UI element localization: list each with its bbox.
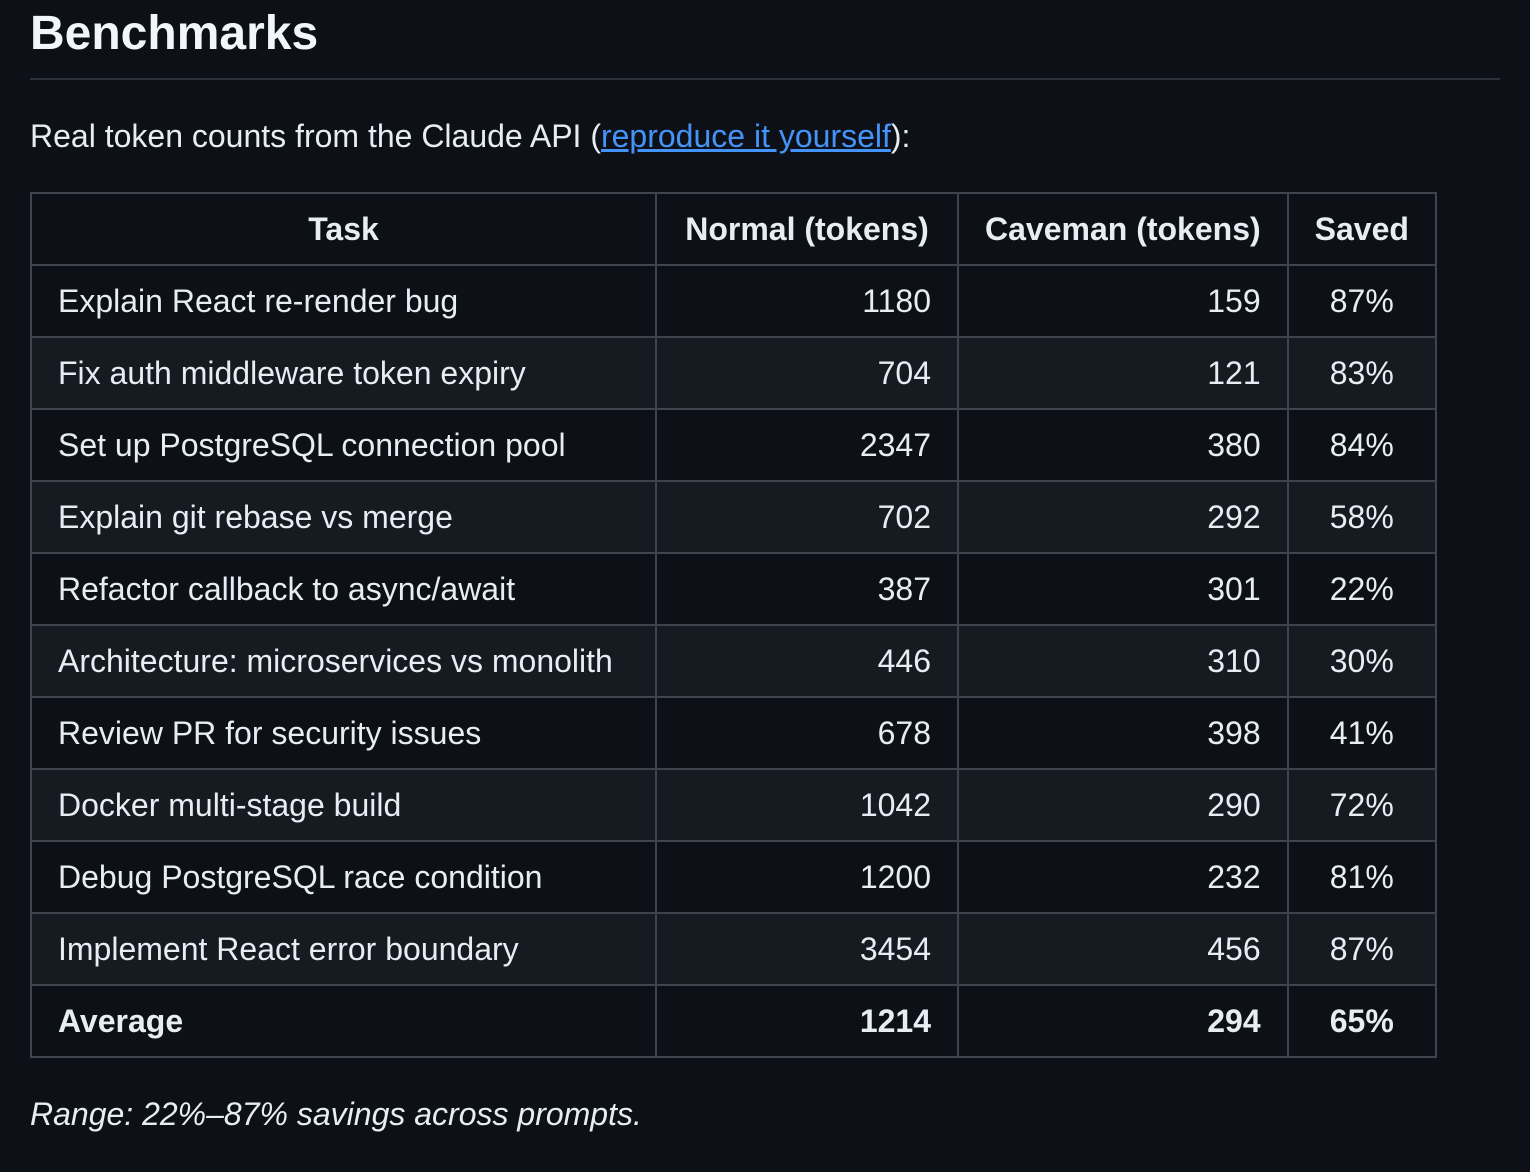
caveman-tokens-cell: 456 — [957, 912, 1289, 986]
normal-tokens-cell: 1200 — [655, 840, 959, 914]
table-row: Explain git rebase vs merge 702 292 58% — [30, 480, 1437, 554]
table-row: Review PR for security issues 678 398 41% — [30, 696, 1437, 770]
saved-cell: 87% — [1286, 912, 1437, 986]
table-row-average: Average 1214 294 65% — [30, 984, 1437, 1058]
saved-cell: 30% — [1286, 624, 1437, 698]
table-row: Fix auth middleware token expiry 704 121 83… — [30, 336, 1437, 410]
column-header-caveman-tokens: Caveman (tokens) — [957, 192, 1289, 266]
caveman-tokens-cell: 294 — [957, 984, 1289, 1058]
table-row: Architecture: microservices vs monolith 4… — [30, 624, 1437, 698]
caveman-tokens-cell: 292 — [957, 480, 1289, 554]
table-row: Refactor callback to async/await 387 301 22… — [30, 552, 1437, 626]
task-cell: Review PR for security issues — [30, 696, 657, 770]
task-cell: Architecture: microservices vs monolith — [30, 624, 657, 698]
column-header-normal-tokens: Normal (tokens) — [655, 192, 959, 266]
normal-tokens-cell: 1180 — [655, 264, 959, 338]
table-header-row: Task Normal (tokens) Caveman (tokens) Saved — [30, 192, 1437, 266]
column-header-task: Task — [30, 192, 657, 266]
caveman-tokens-cell: 232 — [957, 840, 1289, 914]
task-cell: Debug PostgreSQL race condition — [30, 840, 657, 914]
saved-cell: 58% — [1286, 480, 1437, 554]
caveman-tokens-cell: 301 — [957, 552, 1289, 626]
task-cell: Refactor callback to async/await — [30, 552, 657, 626]
range-note: Range: 22%–87% savings across prompts. — [30, 1096, 642, 1132]
normal-tokens-cell: 1042 — [655, 768, 959, 842]
intro-text-prefix: Real token counts from the Claude API ( — [30, 118, 601, 154]
column-header-saved: Saved — [1286, 192, 1437, 266]
normal-tokens-cell: 704 — [655, 336, 959, 410]
intro-paragraph: Real token counts from the Claude API (r… — [30, 112, 1500, 160]
saved-cell: 41% — [1286, 696, 1437, 770]
normal-tokens-cell: 678 — [655, 696, 959, 770]
task-cell: Explain git rebase vs merge — [30, 480, 657, 554]
table-row: Explain React re-render bug 1180 159 87% — [30, 264, 1437, 338]
task-cell: Set up PostgreSQL connection pool — [30, 408, 657, 482]
table-row: Set up PostgreSQL connection pool 2347 380… — [30, 408, 1437, 482]
normal-tokens-cell: 2347 — [655, 408, 959, 482]
table-row: Docker multi-stage build 1042 290 72% — [30, 768, 1437, 842]
saved-cell: 72% — [1286, 768, 1437, 842]
task-cell: Implement React error boundary — [30, 912, 657, 986]
page-title: Benchmarks — [30, 4, 1500, 80]
task-cell: Explain React re-render bug — [30, 264, 657, 338]
caveman-tokens-cell: 380 — [957, 408, 1289, 482]
caveman-tokens-cell: 310 — [957, 624, 1289, 698]
intro-text-suffix: ): — [890, 118, 911, 154]
normal-tokens-cell: 387 — [655, 552, 959, 626]
task-cell: Fix auth middleware token expiry — [30, 336, 657, 410]
saved-cell: 22% — [1286, 552, 1437, 626]
saved-cell: 87% — [1286, 264, 1437, 338]
normal-tokens-cell: 702 — [655, 480, 959, 554]
saved-cell: 65% — [1286, 984, 1437, 1058]
saved-cell: 81% — [1286, 840, 1437, 914]
task-cell: Average — [30, 984, 657, 1058]
table-row: Implement React error boundary 3454 456 87% — [30, 912, 1437, 986]
task-cell: Docker multi-stage build — [30, 768, 657, 842]
saved-cell: 84% — [1286, 408, 1437, 482]
normal-tokens-cell: 3454 — [655, 912, 959, 986]
table-body: Explain React re-render bug 1180 159 87% Fix… — [30, 264, 1437, 1058]
normal-tokens-cell: 1214 — [655, 984, 959, 1058]
readme-content: Benchmarks Real token counts from the Cl… — [30, 4, 1500, 1132]
caveman-tokens-cell: 398 — [957, 696, 1289, 770]
caveman-tokens-cell: 159 — [957, 264, 1289, 338]
normal-tokens-cell: 446 — [655, 624, 959, 698]
caveman-tokens-cell: 290 — [957, 768, 1289, 842]
table-row: Debug PostgreSQL race condition 1200 232 81… — [30, 840, 1437, 914]
saved-cell: 83% — [1286, 336, 1437, 410]
caveman-tokens-cell: 121 — [957, 336, 1289, 410]
benchmarks-table: Task Normal (tokens) Caveman (tokens) Saved… — [30, 192, 1437, 1058]
reproduce-link[interactable]: reproduce it yourself — [600, 118, 891, 154]
